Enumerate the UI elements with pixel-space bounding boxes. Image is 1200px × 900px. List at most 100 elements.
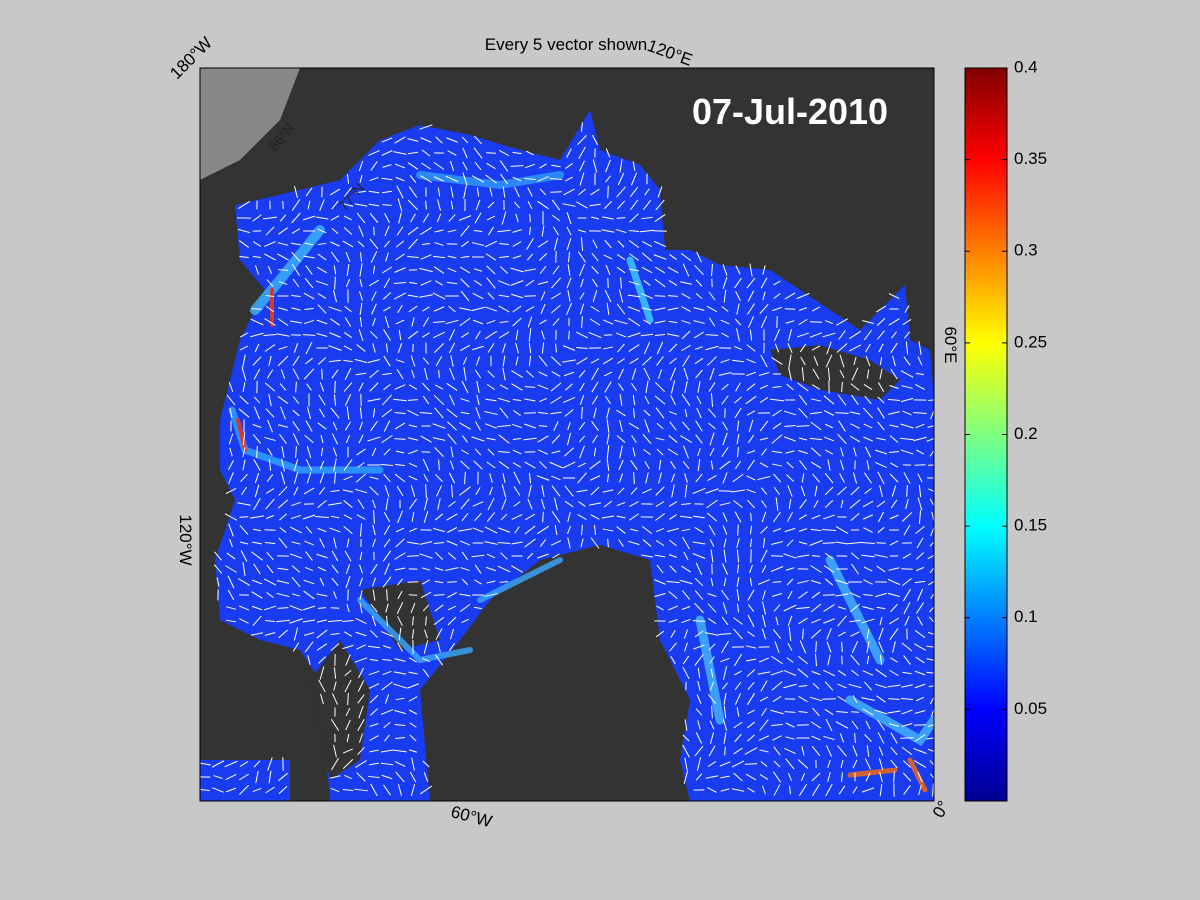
vector [841, 641, 843, 653]
vector [474, 579, 482, 585]
vector [930, 525, 934, 537]
vector [542, 511, 544, 523]
vector [462, 147, 468, 159]
vector [367, 398, 381, 402]
vector [514, 186, 520, 198]
vector [810, 580, 822, 584]
vector [358, 434, 364, 444]
vector [641, 554, 653, 558]
vector [303, 255, 315, 259]
vector [736, 328, 740, 342]
vector [409, 175, 417, 183]
vector [709, 732, 715, 744]
vector [566, 226, 572, 236]
vector [579, 263, 585, 277]
vector [397, 304, 403, 314]
vector [877, 421, 885, 431]
vector [279, 527, 287, 533]
vector [473, 268, 483, 272]
vector [654, 266, 666, 274]
colorbar-tick-label: 0.1 [1014, 607, 1038, 626]
vector [333, 537, 337, 549]
vector [513, 501, 521, 507]
vector [486, 553, 496, 559]
vector [320, 434, 324, 444]
vector [360, 252, 362, 262]
vector [539, 163, 547, 169]
vector [484, 541, 498, 545]
vector [796, 292, 810, 300]
vector [578, 435, 586, 443]
vector [811, 384, 821, 390]
vector [229, 447, 233, 457]
vector [382, 190, 392, 194]
vector [240, 486, 248, 496]
vector [511, 514, 523, 520]
vector [343, 215, 353, 221]
vector [459, 422, 471, 430]
vector [642, 539, 652, 547]
vector [772, 771, 782, 783]
vector [432, 437, 446, 441]
vector [722, 719, 728, 731]
vector [695, 292, 703, 300]
vector [396, 226, 404, 236]
vector [567, 422, 571, 430]
vector [330, 489, 340, 493]
vector [356, 212, 366, 224]
vector [848, 330, 862, 340]
vector [355, 617, 367, 625]
vector [253, 368, 261, 380]
vector [380, 464, 394, 466]
vector [474, 280, 482, 286]
vector [682, 666, 690, 680]
vector [380, 630, 394, 638]
vector [616, 515, 626, 519]
vector [420, 226, 432, 236]
vector [368, 670, 380, 676]
vector [434, 567, 444, 571]
vector [839, 733, 845, 743]
vector [304, 277, 314, 289]
vector [343, 459, 353, 471]
vector [278, 227, 288, 235]
vector [422, 668, 430, 678]
vector [279, 513, 287, 521]
vector [862, 514, 874, 520]
vector [932, 783, 934, 797]
vector [486, 319, 496, 325]
vector [709, 720, 715, 730]
vector [565, 176, 573, 182]
vector [878, 641, 884, 653]
vector [473, 135, 483, 145]
vector [277, 567, 289, 571]
vector [355, 473, 367, 483]
vector [238, 408, 250, 418]
vector [720, 319, 730, 325]
vector [472, 501, 484, 507]
vector [224, 513, 238, 521]
vector [581, 122, 583, 132]
vector [384, 484, 390, 498]
vector [579, 445, 585, 459]
vector [498, 461, 510, 469]
vector [555, 343, 557, 353]
vector [434, 407, 444, 419]
vector [709, 447, 715, 457]
vector [927, 554, 934, 560]
vector [458, 215, 472, 221]
vector [772, 581, 782, 583]
vector [264, 529, 276, 531]
vector [333, 681, 337, 691]
vector [655, 539, 665, 547]
vector [471, 554, 485, 558]
vector [407, 294, 419, 298]
vector [462, 357, 468, 365]
vector [383, 420, 391, 432]
vector [448, 500, 456, 508]
vector [367, 359, 381, 363]
vector [343, 359, 353, 363]
vector [540, 498, 546, 510]
vector [643, 448, 651, 456]
vector [827, 367, 831, 381]
